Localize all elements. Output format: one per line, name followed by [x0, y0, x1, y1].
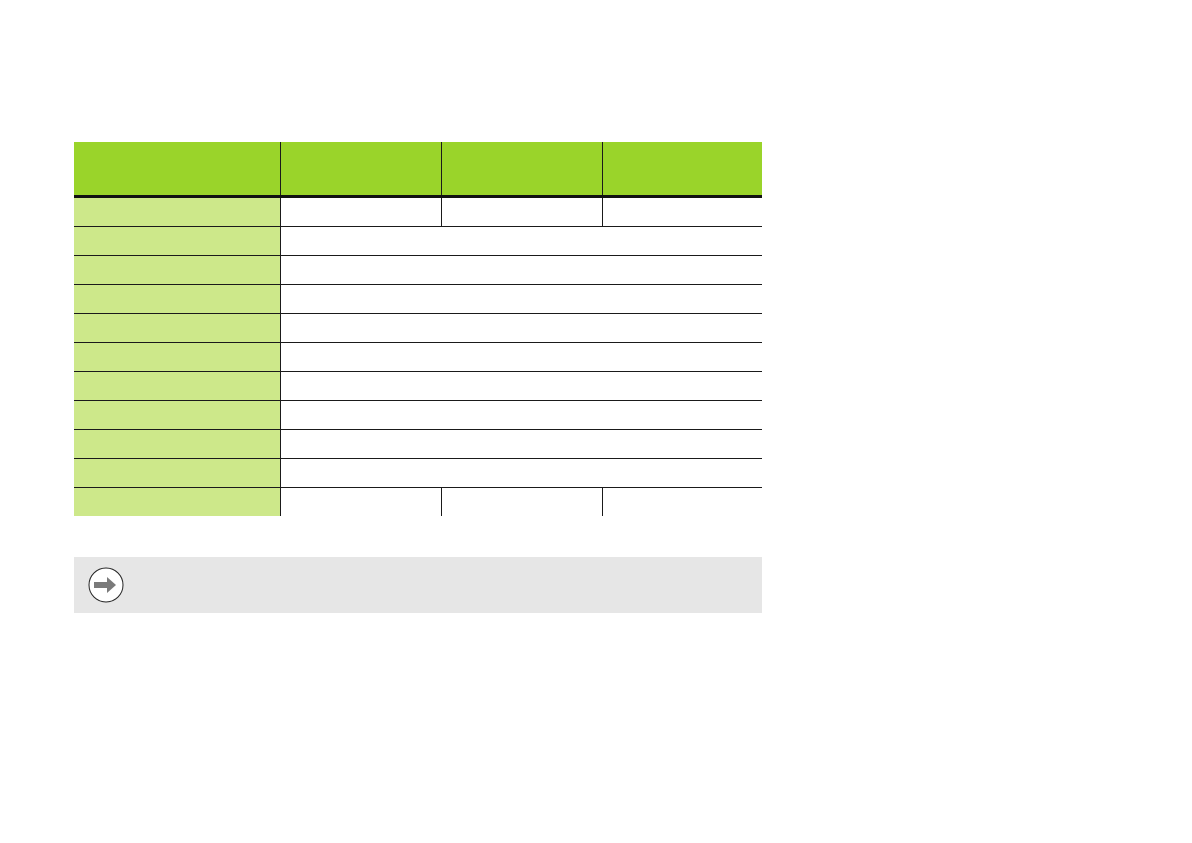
column-header	[74, 142, 280, 198]
table-row	[74, 284, 762, 314]
table-cell	[279, 429, 762, 459]
table-row	[74, 371, 762, 401]
table-cell	[279, 458, 762, 488]
row-label	[74, 284, 280, 314]
table-row	[74, 226, 762, 256]
row-label	[74, 458, 280, 488]
row-label	[74, 196, 280, 227]
table-row	[74, 458, 762, 488]
column-header	[279, 142, 441, 198]
row-label	[74, 255, 280, 285]
table-header-row	[74, 142, 762, 198]
table-row	[74, 400, 762, 430]
table-cell	[279, 226, 762, 256]
arrow-right-circle-icon	[88, 567, 124, 603]
table-cell	[279, 196, 441, 227]
row-label	[74, 342, 280, 372]
table-cell	[279, 284, 762, 314]
table-row	[74, 196, 762, 227]
row-label	[74, 400, 280, 430]
table-row	[74, 429, 762, 459]
table-cell	[440, 196, 602, 227]
table-row	[74, 255, 762, 285]
table-cell	[279, 313, 762, 343]
table-row	[74, 342, 762, 372]
table-cell	[440, 487, 602, 516]
table-cell	[279, 342, 762, 372]
row-label	[74, 429, 280, 459]
column-header	[601, 142, 762, 198]
data-table	[74, 142, 762, 516]
column-header	[440, 142, 602, 198]
table-cell	[601, 196, 762, 227]
table-row	[74, 313, 762, 343]
table-cell	[601, 487, 762, 516]
table-cell	[279, 255, 762, 285]
row-label	[74, 487, 280, 516]
row-label	[74, 313, 280, 343]
table-cell	[279, 487, 441, 516]
table-row	[74, 487, 762, 516]
table-cell	[279, 400, 762, 430]
row-label	[74, 226, 280, 256]
table-cell	[279, 371, 762, 401]
row-label	[74, 371, 280, 401]
note-box	[74, 557, 762, 613]
